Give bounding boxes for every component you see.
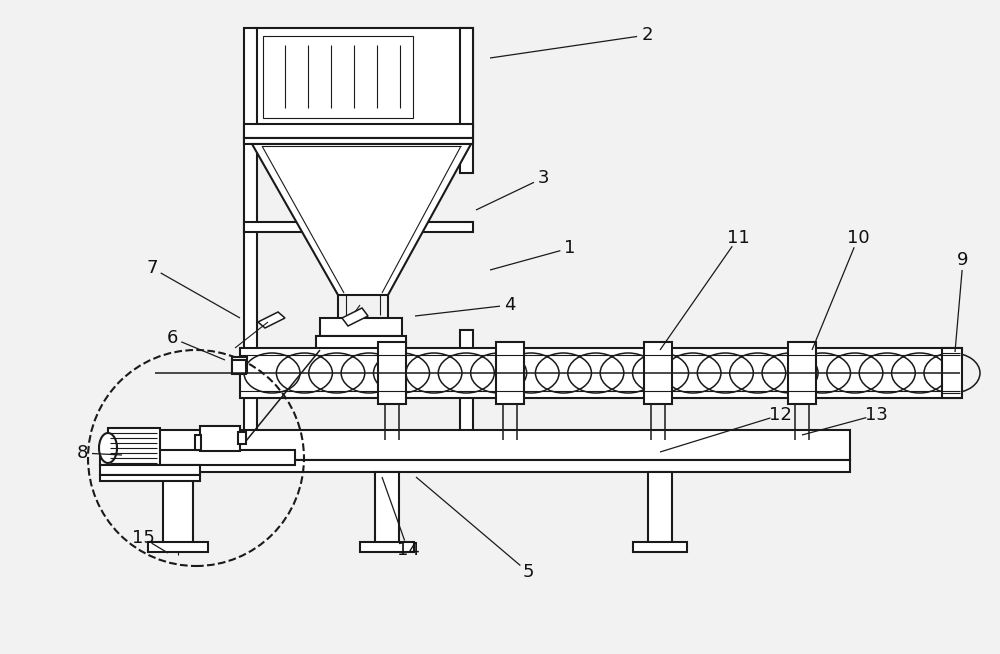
Text: 12: 12 xyxy=(769,406,791,424)
Text: 14: 14 xyxy=(397,541,419,559)
Bar xyxy=(633,542,687,552)
Bar xyxy=(244,124,473,138)
Text: 15: 15 xyxy=(132,529,154,547)
Bar xyxy=(375,472,399,544)
Text: 13: 13 xyxy=(865,406,887,424)
Polygon shape xyxy=(252,144,471,295)
Bar xyxy=(644,342,672,404)
Bar xyxy=(108,428,160,468)
Bar xyxy=(130,430,850,460)
Bar xyxy=(263,36,413,118)
Text: 5: 5 xyxy=(522,563,534,581)
Bar xyxy=(163,472,193,544)
Bar xyxy=(378,342,406,404)
Bar xyxy=(320,318,402,336)
Text: 1: 1 xyxy=(564,239,576,257)
Bar xyxy=(148,542,208,552)
Bar xyxy=(460,330,473,438)
Bar xyxy=(232,360,246,374)
Bar xyxy=(200,426,240,451)
Bar xyxy=(100,475,200,481)
Text: 4: 4 xyxy=(504,296,516,314)
Text: 3: 3 xyxy=(537,169,549,187)
Bar xyxy=(496,342,524,404)
Bar xyxy=(100,450,295,465)
Bar xyxy=(942,348,962,398)
Bar xyxy=(130,460,850,472)
Bar xyxy=(648,472,672,544)
Text: 8: 8 xyxy=(76,444,88,462)
Bar xyxy=(240,348,960,398)
Text: 7: 7 xyxy=(146,259,158,277)
Bar xyxy=(232,357,247,373)
Bar xyxy=(788,342,816,404)
Bar xyxy=(195,435,201,450)
Bar xyxy=(316,336,406,350)
Bar xyxy=(360,542,414,552)
Polygon shape xyxy=(342,308,368,326)
Bar xyxy=(820,432,848,447)
Bar xyxy=(238,432,246,444)
Bar xyxy=(100,465,200,475)
Bar xyxy=(255,28,473,128)
Text: 6: 6 xyxy=(166,329,178,347)
Text: 2: 2 xyxy=(641,26,653,44)
Text: 9: 9 xyxy=(957,251,969,269)
Bar xyxy=(244,222,473,232)
Polygon shape xyxy=(258,312,285,328)
Text: 10: 10 xyxy=(847,229,869,247)
Ellipse shape xyxy=(99,433,117,463)
Bar xyxy=(244,28,257,438)
Bar xyxy=(460,28,473,173)
Text: 11: 11 xyxy=(727,229,749,247)
Bar xyxy=(244,138,473,144)
